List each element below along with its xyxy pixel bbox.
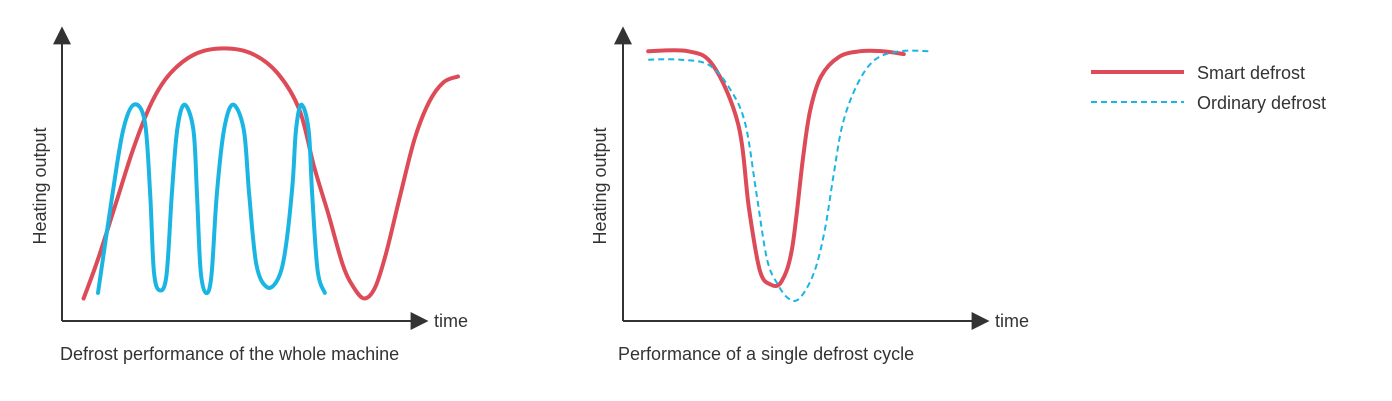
y-axis-label: Heating output xyxy=(590,127,610,244)
series-smart-defrost-line xyxy=(646,48,906,289)
series-ordinary-defrost-line xyxy=(648,49,930,302)
legend-smart-label: Smart defrost xyxy=(1197,63,1305,83)
chart-caption: Performance of a single defrost cycle xyxy=(618,344,914,364)
series-ordinary-defrost-line xyxy=(96,102,327,296)
series-group xyxy=(646,48,930,302)
series-smart-defrost-line xyxy=(81,46,460,301)
chart-whole-machine: time Heating output Defrost performance … xyxy=(30,26,468,364)
chart-single-cycle: time Heating output Performance of a sin… xyxy=(590,26,1029,364)
chart-caption: Defrost performance of the whole machine xyxy=(60,344,399,364)
legend: Smart defrost Ordinary defrost xyxy=(1091,63,1326,113)
legend-ordinary-label: Ordinary defrost xyxy=(1197,93,1326,113)
y-axis-label: Heating output xyxy=(30,127,50,244)
x-axis-label: time xyxy=(434,311,468,331)
series-group xyxy=(81,46,460,301)
x-axis-label: time xyxy=(995,311,1029,331)
